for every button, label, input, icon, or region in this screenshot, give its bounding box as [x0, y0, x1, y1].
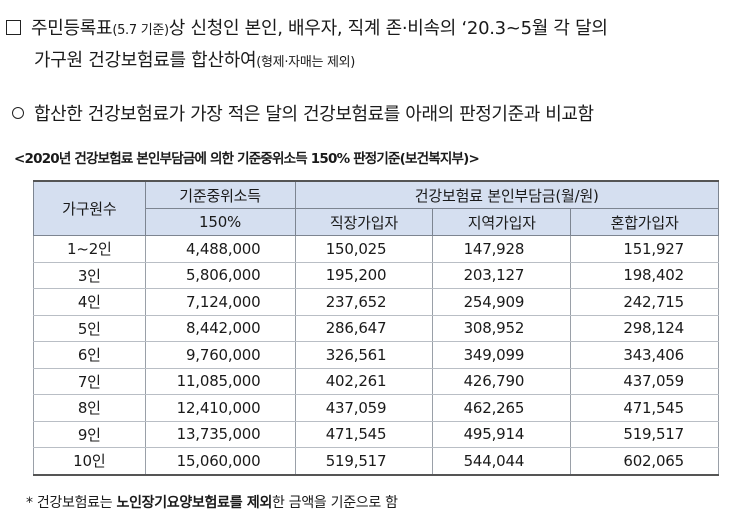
- table-row: 8인 12,410,000 437,059 462,265 471,545: [33, 394, 719, 422]
- header-regional-subscriber: 지역가입자: [432, 208, 572, 236]
- cell-regional-premium: 254,909: [432, 288, 572, 316]
- cell-regional-premium: 544,044: [432, 447, 572, 476]
- cell-regional-premium: 462,265: [432, 394, 572, 422]
- table-row: 6인 9,760,000 326,561 349,099 343,406: [33, 341, 719, 369]
- cell-employee-premium: 195,200: [294, 262, 434, 289]
- cell-regional-premium: 426,790: [432, 368, 572, 395]
- bullet-1-text-main: 주민등록표: [31, 18, 113, 39]
- table-row: 3인 5,806,000 195,200 203,127 198,402: [33, 262, 719, 289]
- header-premium-group: 건강보험료 본인부담금(월/원): [294, 180, 719, 209]
- cell-mixed-premium: 602,065: [570, 447, 719, 476]
- cell-employee-premium: 519,517: [294, 447, 434, 476]
- cell-household-size: 8인: [33, 394, 146, 422]
- bullet-2: 합산한 건강보험료가 가장 적은 달의 건강보험료를 아래의 판정기준과 비교함: [12, 100, 594, 126]
- cell-mixed-premium: 519,517: [570, 421, 719, 448]
- cell-regional-premium: 147,928: [432, 235, 572, 263]
- cell-regional-premium: 203,127: [432, 262, 572, 289]
- footnote: * 건강보험료는 노인장기요양보험료를 제외한 금액을 기준으로 함: [26, 492, 398, 512]
- table-caption: <2020년 건강보험료 본인부담금에 의한 기준중위소득 150% 판정기준(…: [14, 151, 480, 167]
- cell-median-income: 12,410,000: [144, 394, 296, 422]
- cell-household-size: 10인: [33, 447, 146, 476]
- cell-median-income: 5,806,000: [144, 262, 296, 289]
- bullet-1-text-rest: 상 신청인 본인, 배우자, 직계 존·비속의 ‘20.3~5월 각 달의: [168, 18, 608, 39]
- cell-regional-premium: 308,952: [432, 315, 572, 342]
- table-row: 4인 7,124,000 237,652 254,909 242,715: [33, 288, 719, 316]
- criteria-table: 가구원수 기준중위소득 건강보험료 본인부담금(월/원) 150% 직장가입자 …: [33, 180, 719, 476]
- footnote-prefix: * 건강보험료는: [26, 495, 117, 511]
- cell-median-income: 9,760,000: [144, 341, 296, 369]
- bullet-1-line-1: 주민등록표(5.7 기준)상 신청인 본인, 배우자, 직계 존·비속의 ‘20…: [6, 14, 608, 40]
- cell-household-size: 9인: [33, 421, 146, 448]
- circle-bullet-icon: [12, 107, 24, 119]
- header-household-size: 가구원수: [33, 180, 146, 236]
- cell-employee-premium: 150,025: [294, 235, 434, 263]
- bullet-1-line-2-small: (형제·자매는 제외): [256, 55, 356, 70]
- header-median-income: 기준중위소득: [144, 180, 296, 209]
- cell-employee-premium: 471,545: [294, 421, 434, 448]
- bullet-1-text-small: (5.7 기준): [112, 23, 169, 38]
- cell-household-size: 6인: [33, 341, 146, 369]
- cell-employee-premium: 402,261: [294, 368, 434, 395]
- cell-median-income: 8,442,000: [144, 315, 296, 342]
- cell-regional-premium: 349,099: [432, 341, 572, 369]
- cell-mixed-premium: 471,545: [570, 394, 719, 422]
- footnote-suffix: 한 금액을 기준으로 함: [272, 495, 398, 511]
- cell-median-income: 7,124,000: [144, 288, 296, 316]
- cell-median-income: 11,085,000: [144, 368, 296, 395]
- cell-household-size: 7인: [33, 368, 146, 395]
- cell-employee-premium: 237,652: [294, 288, 434, 316]
- cell-mixed-premium: 343,406: [570, 341, 719, 369]
- cell-mixed-premium: 198,402: [570, 262, 719, 289]
- table-row: 10인 15,060,000 519,517 544,044 602,065: [33, 447, 719, 476]
- bullet-1-line-2-main: 가구원 건강보험료를 합산하여: [34, 50, 257, 71]
- header-median-income-150: 150%: [144, 208, 296, 236]
- table-row: 5인 8,442,000 286,647 308,952 298,124: [33, 315, 719, 342]
- bullet-2-text: 합산한 건강보험료가 가장 적은 달의 건강보험료를 아래의 판정기준과 비교함: [34, 104, 594, 125]
- cell-regional-premium: 495,914: [432, 421, 572, 448]
- cell-employee-premium: 326,561: [294, 341, 434, 369]
- checkbox-square-icon: [6, 20, 21, 35]
- cell-employee-premium: 437,059: [294, 394, 434, 422]
- cell-household-size: 4인: [33, 288, 146, 316]
- cell-household-size: 5인: [33, 315, 146, 342]
- header-employee-subscriber: 직장가입자: [294, 208, 434, 236]
- bullet-1-line-2: 가구원 건강보험료를 합산하여(형제·자매는 제외): [34, 46, 355, 72]
- cell-median-income: 13,735,000: [144, 421, 296, 448]
- cell-mixed-premium: 151,927: [570, 235, 719, 263]
- cell-household-size: 3인: [33, 262, 146, 289]
- cell-median-income: 4,488,000: [144, 235, 296, 263]
- cell-mixed-premium: 437,059: [570, 368, 719, 395]
- footnote-bold: 노인장기요양보험료를 제외: [116, 495, 273, 511]
- cell-mixed-premium: 242,715: [570, 288, 719, 316]
- cell-median-income: 15,060,000: [144, 447, 296, 476]
- table-row: 7인 11,085,000 402,261 426,790 437,059: [33, 368, 719, 395]
- header-mixed-subscriber: 혼합가입자: [570, 208, 719, 236]
- table-row: 1~2인 4,488,000 150,025 147,928 151,927: [33, 235, 719, 263]
- cell-household-size: 1~2인: [33, 235, 146, 263]
- cell-employee-premium: 286,647: [294, 315, 434, 342]
- cell-mixed-premium: 298,124: [570, 315, 719, 342]
- table-row: 9인 13,735,000 471,545 495,914 519,517: [33, 421, 719, 448]
